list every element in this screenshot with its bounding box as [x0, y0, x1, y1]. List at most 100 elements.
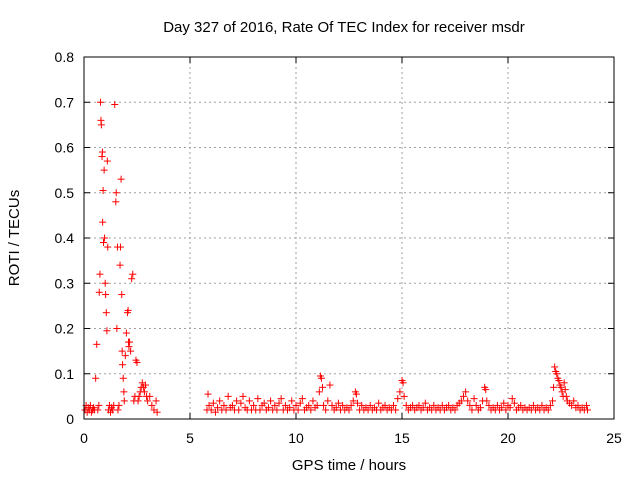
data-point	[319, 383, 326, 391]
data-point	[582, 401, 590, 409]
data-point	[462, 388, 470, 396]
data-point	[220, 401, 228, 409]
x-tick-label: 20	[500, 430, 516, 446]
data-point	[332, 404, 340, 412]
y-axis-label: ROTI / TECUs	[6, 190, 23, 286]
data-point	[555, 377, 563, 385]
data-point	[409, 401, 417, 409]
data-point	[125, 343, 133, 351]
data-point	[451, 406, 459, 414]
data-point	[133, 358, 141, 366]
data-point	[562, 392, 570, 400]
data-point	[103, 327, 111, 335]
data-point	[313, 401, 321, 409]
data-point	[237, 399, 245, 407]
data-point	[294, 406, 302, 414]
data-point	[205, 401, 213, 409]
data-point	[207, 406, 215, 414]
data-point	[119, 361, 127, 369]
data-point	[470, 395, 478, 403]
data-point	[476, 404, 484, 412]
data-point	[430, 401, 438, 409]
data-point	[317, 374, 325, 382]
data-point	[328, 401, 336, 409]
data-point	[111, 101, 119, 109]
y-tick-label: 0.6	[55, 140, 75, 156]
data-point	[222, 406, 230, 414]
data-point	[98, 148, 106, 156]
y-tick-label: 0.4	[55, 230, 75, 246]
data-point	[466, 401, 474, 409]
data-point	[320, 401, 328, 409]
data-point	[96, 270, 104, 278]
x-axis-label: GPS time / hours	[292, 457, 406, 474]
data-point	[99, 218, 107, 226]
data-point	[286, 404, 294, 412]
data-point	[134, 397, 142, 405]
data-point	[568, 401, 576, 409]
data-point	[211, 408, 219, 416]
data-point	[399, 379, 407, 387]
data-point	[421, 399, 429, 407]
data-point	[273, 406, 281, 414]
data-point	[112, 198, 120, 206]
data-point	[122, 329, 130, 337]
data-point	[113, 325, 121, 332]
data-point	[116, 261, 124, 269]
data-point	[551, 363, 559, 371]
data-point	[97, 121, 105, 129]
data-point	[493, 401, 501, 409]
data-point	[114, 406, 122, 414]
data-point	[127, 347, 135, 355]
data-point	[584, 406, 591, 414]
grid	[84, 57, 614, 419]
data-point	[275, 399, 283, 407]
data-point	[375, 399, 383, 407]
data-point	[472, 401, 480, 409]
data-point	[339, 401, 347, 409]
data-point	[546, 401, 554, 409]
y-tick-label: 0.5	[55, 185, 75, 201]
data-point	[415, 401, 423, 409]
data-point	[144, 397, 152, 405]
data-point	[99, 186, 107, 194]
data-point	[394, 395, 402, 403]
data-point	[468, 406, 476, 414]
data-point	[103, 157, 111, 165]
data-point	[305, 401, 313, 409]
data-point	[267, 397, 275, 405]
data-point	[309, 397, 317, 405]
data-point	[100, 166, 108, 174]
data-point	[239, 392, 247, 400]
data-point	[116, 243, 124, 251]
data-point	[118, 291, 126, 299]
data-point	[146, 392, 154, 400]
data-point	[381, 401, 389, 409]
y-tick-label: 0	[66, 411, 74, 427]
data-point	[353, 399, 361, 407]
x-tick-label: 5	[186, 430, 194, 446]
data-point	[256, 406, 264, 414]
data-point	[574, 401, 582, 409]
data-point	[250, 401, 258, 409]
data-point	[506, 404, 514, 412]
data-point	[119, 374, 127, 382]
data-point	[233, 397, 241, 405]
data-point	[141, 381, 149, 389]
chart-title: Day 327 of 2016, Rate Of TEC Index for r…	[163, 19, 525, 36]
data-point	[95, 288, 103, 296]
data-point	[390, 401, 398, 409]
data-point	[482, 386, 490, 394]
data-point	[118, 347, 126, 355]
data-point	[549, 397, 557, 405]
data-point	[94, 406, 102, 414]
data-point	[358, 401, 366, 409]
data-point	[254, 395, 262, 403]
data-point	[100, 239, 108, 247]
data-point	[500, 399, 508, 407]
data-point	[557, 383, 565, 391]
data-point	[148, 401, 156, 409]
data-point	[544, 406, 552, 414]
data-point	[204, 390, 212, 398]
